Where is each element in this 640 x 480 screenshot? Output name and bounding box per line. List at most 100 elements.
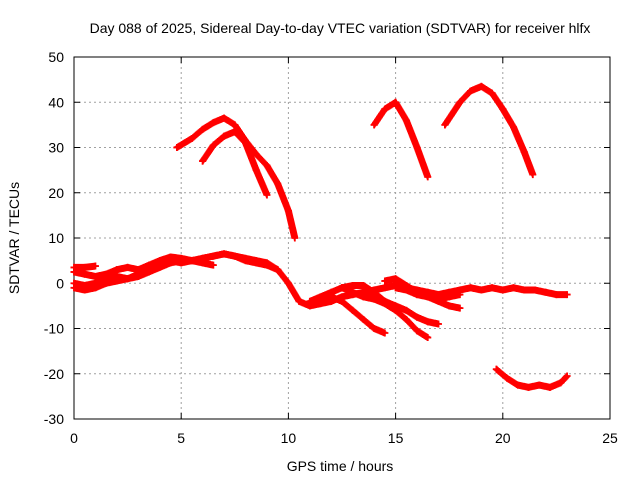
data-point <box>529 171 537 179</box>
data-point <box>252 257 260 265</box>
data-point <box>525 383 533 391</box>
y-tick-label: 40 <box>48 94 64 110</box>
x-tick-label: 0 <box>70 430 78 446</box>
data-points <box>70 82 571 391</box>
data-point <box>381 329 389 337</box>
data-point <box>81 270 89 278</box>
data-point <box>499 286 507 294</box>
data-point <box>434 320 442 328</box>
data-point <box>70 284 78 292</box>
data-point <box>477 82 485 90</box>
data-point <box>284 207 292 215</box>
data-point <box>520 148 528 156</box>
data-point <box>514 381 522 389</box>
data-point <box>113 277 121 285</box>
data-point <box>70 263 78 271</box>
data-point <box>188 134 196 142</box>
x-tick-label: 20 <box>495 430 511 446</box>
data-point <box>134 272 142 280</box>
data-point <box>231 128 239 136</box>
x-tick-label: 10 <box>281 430 297 446</box>
data-point <box>488 284 496 292</box>
data-point <box>456 98 464 106</box>
data-point <box>242 254 250 262</box>
y-tick-label: 30 <box>48 140 64 156</box>
data-point <box>113 266 121 274</box>
data-point <box>563 291 571 299</box>
y-axis-label: SDTVAR / TECUs <box>6 182 22 294</box>
data-point <box>177 257 185 265</box>
data-point <box>102 279 110 287</box>
x-tick-label: 15 <box>388 430 404 446</box>
data-point <box>370 293 378 301</box>
data-point <box>424 318 432 326</box>
y-tick-label: -10 <box>44 321 64 337</box>
y-tick-label: -30 <box>44 411 64 427</box>
series-arc-5 <box>188 250 571 310</box>
series-arc-4 <box>70 262 99 271</box>
data-point <box>542 288 550 296</box>
series-band <box>199 128 270 198</box>
data-point <box>467 284 475 292</box>
data-point <box>263 162 271 170</box>
axis-ticks: 0 5 10 15 20 25 -30 -20 -10 0 10 20 30 40 50 <box>44 49 618 446</box>
data-point <box>284 279 292 287</box>
data-point <box>209 261 217 269</box>
series-band <box>441 82 536 178</box>
data-point <box>477 286 485 294</box>
data-point <box>424 293 432 301</box>
data-point <box>199 254 207 262</box>
data-point <box>209 252 217 260</box>
data-point <box>359 288 367 296</box>
data-point <box>295 297 303 305</box>
data-point <box>370 325 378 332</box>
data-point <box>231 121 239 129</box>
data-point <box>349 306 357 314</box>
data-point <box>392 302 400 310</box>
series-arc-14 <box>370 98 432 181</box>
data-point <box>124 275 132 283</box>
data-point <box>220 132 228 140</box>
data-point <box>445 293 453 301</box>
data-point <box>392 275 400 283</box>
series-arc-16 <box>492 365 571 391</box>
data-point <box>413 291 421 299</box>
data-point <box>552 291 560 299</box>
data-point <box>488 89 496 97</box>
data-point <box>402 286 410 294</box>
data-point <box>359 282 367 290</box>
data-point <box>124 263 132 271</box>
data-point <box>220 114 228 122</box>
data-point <box>91 284 99 292</box>
series-band <box>370 98 431 180</box>
data-point <box>456 291 464 299</box>
data-point <box>546 383 554 391</box>
data-point <box>563 372 571 380</box>
data-point <box>456 304 464 312</box>
data-point <box>242 139 250 147</box>
data-point <box>274 180 282 188</box>
series-arc-13 <box>199 128 271 199</box>
data-point <box>91 272 99 280</box>
data-point <box>492 365 500 373</box>
data-point <box>91 262 99 270</box>
data-point <box>413 313 421 321</box>
data-point <box>531 286 539 294</box>
data-point <box>402 306 410 314</box>
data-point <box>413 144 421 151</box>
data-point <box>503 374 511 382</box>
data-point <box>173 144 181 151</box>
data-point <box>424 334 432 342</box>
data-point <box>445 302 453 310</box>
data-point <box>220 250 228 258</box>
x-tick-label: 5 <box>177 430 185 446</box>
data-point <box>402 315 410 323</box>
data-point <box>392 98 400 106</box>
chart-title: Day 088 of 2025, Sidereal Day-to-day VTE… <box>90 20 591 36</box>
data-point <box>291 234 299 242</box>
data-point <box>81 286 89 294</box>
data-point <box>166 259 174 267</box>
data-point <box>252 166 260 174</box>
data-point <box>520 286 528 294</box>
